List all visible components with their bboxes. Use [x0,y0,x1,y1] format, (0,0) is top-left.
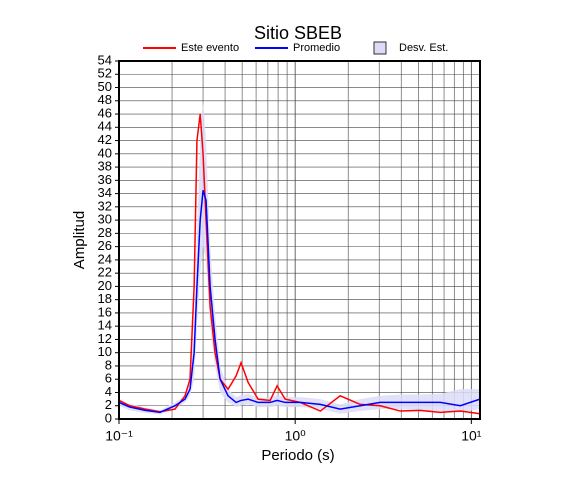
legend-label: Promedio [293,42,340,54]
y-tick-label: 32 [98,198,112,213]
y-tick-label: 2 [105,397,112,412]
y-tick-label: 6 [105,371,112,386]
y-tick-label: 52 [98,66,112,81]
y-tick-label: 18 [98,291,112,306]
y-tick-label: 36 [98,172,112,187]
y-tick-label: 40 [98,145,112,160]
y-tick-label: 46 [98,105,112,120]
y-tick-label: 42 [98,132,112,147]
x-tick-label: 10⁰ [285,428,307,444]
legend-swatch [373,41,387,55]
legend-label: Este evento [181,42,239,54]
y-tick-label: 12 [98,331,112,346]
chart-title: Sitio SBEB [254,23,342,43]
y-tick-label: 14 [98,318,112,333]
y-tick-label: 48 [98,92,112,107]
y-tick-label: 30 [98,212,112,227]
y-tick-label: 10 [98,344,112,359]
y-tick-label: 28 [98,225,112,240]
y-tick-label: 38 [98,159,112,174]
y-tick-label: 50 [98,79,112,94]
y-tick-label: 24 [98,251,112,266]
y-tick-label: 20 [98,278,112,293]
y-tick-label: 16 [98,304,112,319]
y-tick-label: 4 [105,384,112,399]
x-axis-label: Periodo (s) [261,447,334,464]
legend-label: Desv. Est. [399,42,448,54]
y-tick-label: 44 [98,119,112,134]
y-tick-label: 22 [98,265,112,280]
plot-frame [118,60,481,420]
y-tick-label: 34 [98,185,112,200]
x-tick-label: 10¹ [461,428,482,444]
series-line [118,113,481,415]
y-tick-label: 8 [105,357,112,372]
std-band [119,100,480,415]
y-tick-label: 26 [98,238,112,253]
y-axis-label: Amplitud [71,211,88,269]
x-tick-label: 10⁻¹ [105,428,133,444]
y-tick-label: 0 [105,410,112,425]
y-tick-label: 54 [98,52,112,67]
series-line [118,190,481,414]
